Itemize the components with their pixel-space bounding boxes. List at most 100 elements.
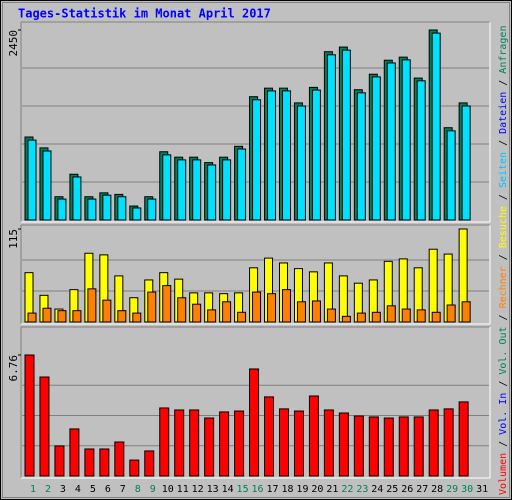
bar <box>84 448 95 477</box>
bar <box>99 448 110 477</box>
x-tick-label: 15 <box>237 484 249 495</box>
legend-entry: Dateien <box>498 92 509 134</box>
bar <box>371 76 381 221</box>
legend-separator: / <box>498 80 509 86</box>
x-tick-label: 29 <box>446 484 458 495</box>
bar <box>54 445 65 477</box>
bar <box>323 409 334 477</box>
legend-separator: / <box>498 254 509 260</box>
bar <box>42 307 52 323</box>
x-tick-label: 6 <box>105 484 111 495</box>
x-tick-label: 27 <box>416 484 428 495</box>
bar <box>431 311 441 323</box>
x-tick-label: 26 <box>401 484 413 495</box>
legend-separator: / <box>498 441 509 447</box>
bar <box>293 410 304 477</box>
x-tick-label: 31 <box>476 484 488 495</box>
bar <box>401 308 411 323</box>
bar <box>386 62 396 221</box>
bar <box>267 293 277 323</box>
x-tick-label: 22 <box>341 484 353 495</box>
bar <box>27 139 37 221</box>
bar <box>222 301 232 323</box>
x-tick-label: 16 <box>252 484 264 495</box>
bar <box>174 409 185 477</box>
bar <box>341 49 351 221</box>
legend-entry: Anfragen <box>498 26 509 74</box>
legend-entry: Volumen <box>498 453 509 495</box>
bar <box>386 305 396 323</box>
bar <box>27 312 37 323</box>
x-tick-label: 23 <box>356 484 368 495</box>
bar <box>219 411 230 477</box>
bar <box>132 312 142 323</box>
bar <box>57 310 67 323</box>
bar <box>416 309 426 323</box>
bar <box>192 159 202 221</box>
bar <box>69 428 80 477</box>
bar <box>368 416 379 477</box>
bar <box>117 196 127 221</box>
bar <box>461 105 471 221</box>
bar <box>102 299 112 323</box>
bar <box>326 308 336 323</box>
x-tick-label: 24 <box>371 484 383 495</box>
x-tick-label: 7 <box>120 484 126 495</box>
bar <box>177 297 187 323</box>
bar <box>237 148 247 221</box>
legend-entry: Vol. Out <box>498 326 509 374</box>
bar <box>177 159 187 221</box>
legend-separator: / <box>498 140 509 146</box>
y-tick-label: 6.76 <box>7 355 20 382</box>
bar <box>416 80 426 221</box>
bar <box>72 310 82 323</box>
bar <box>147 198 157 221</box>
bar <box>147 291 157 323</box>
x-tick-label: 13 <box>207 484 219 495</box>
bar <box>341 315 351 323</box>
bar <box>234 410 245 477</box>
x-tick-label: 17 <box>266 484 278 495</box>
bar <box>281 90 291 221</box>
bar <box>249 368 260 477</box>
x-tick-label: 25 <box>386 484 398 495</box>
legend: Volumen / Vol. In / Vol. Out / Rechner / Besuche… <box>498 26 509 495</box>
x-tick-label: 10 <box>162 484 174 495</box>
bar <box>264 396 275 477</box>
x-tick-label: 5 <box>90 484 96 495</box>
legend-entry: Besuche <box>498 206 509 248</box>
bar <box>461 301 471 323</box>
x-tick-label: 8 <box>135 484 141 495</box>
bar <box>311 300 321 323</box>
bar <box>114 441 125 477</box>
bar <box>87 288 97 323</box>
bar <box>24 354 35 477</box>
bar <box>338 412 349 477</box>
bar <box>162 154 172 221</box>
legend-separator: / <box>498 194 509 200</box>
x-tick-label: 1 <box>30 484 36 495</box>
bar <box>278 408 289 477</box>
x-tick-label: 2 <box>45 484 51 495</box>
bar <box>296 301 306 323</box>
bar <box>132 207 142 221</box>
bar <box>356 92 366 221</box>
bar <box>207 164 217 221</box>
legend-separator: / <box>498 381 509 387</box>
bar <box>57 198 67 221</box>
x-tick-label: 30 <box>461 484 473 495</box>
x-tick-label: 12 <box>192 484 204 495</box>
x-tick-label: 18 <box>281 484 293 495</box>
bar <box>338 275 348 323</box>
bar <box>42 150 52 221</box>
bar <box>383 417 394 477</box>
bar <box>207 309 217 323</box>
x-tick-label: 20 <box>311 484 323 495</box>
bar <box>326 54 336 221</box>
bar <box>39 376 50 477</box>
legend-entry: Rechner <box>498 266 509 308</box>
x-tick-label: 11 <box>177 484 189 495</box>
bar <box>129 459 140 477</box>
x-tick-label: 19 <box>296 484 308 495</box>
x-tick-label: 4 <box>75 484 81 495</box>
